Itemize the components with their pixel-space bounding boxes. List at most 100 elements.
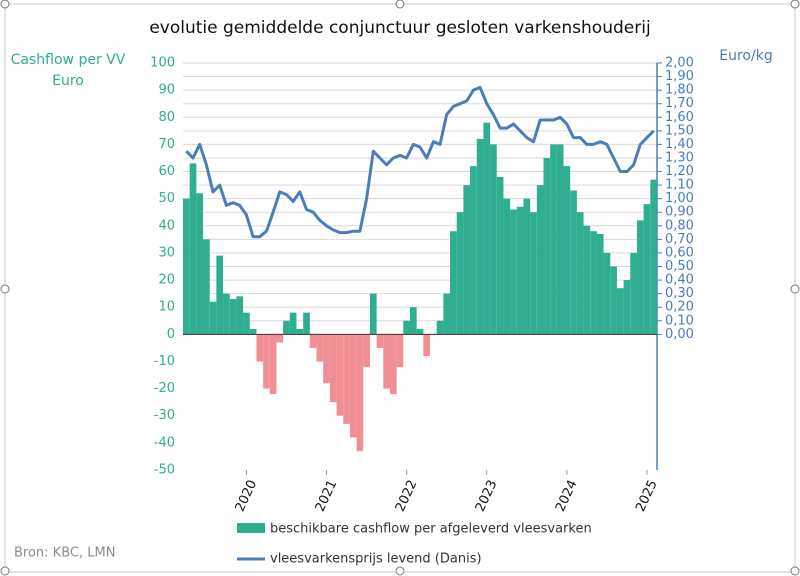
bar	[343, 334, 350, 424]
y-tick-label: -10	[154, 354, 175, 369]
bar	[256, 334, 264, 362]
y2-tick-label: 1,20	[665, 164, 694, 179]
bar	[543, 157, 551, 335]
y2-axis-label: Euro/kg	[719, 48, 772, 64]
bar	[436, 320, 444, 335]
bar	[223, 293, 230, 335]
y2-tick-label: 0,80	[665, 218, 694, 233]
bar	[476, 138, 484, 335]
bar	[450, 231, 457, 335]
bar	[483, 122, 491, 335]
chart-title: evolutie gemiddelde conjunctuur gesloten…	[149, 18, 650, 38]
bar	[576, 212, 584, 335]
bar	[276, 334, 284, 343]
bar	[189, 163, 197, 335]
y-tick-label: -40	[154, 435, 175, 450]
bar	[490, 144, 497, 335]
bar	[556, 144, 564, 335]
bar	[530, 212, 537, 335]
y2-tick-label: 0,20	[665, 300, 694, 315]
y2-tick-label: 1,60	[665, 110, 694, 125]
y-tick-label: 20	[158, 273, 175, 288]
bar	[550, 144, 557, 335]
y2-tick-label: 2,00	[665, 56, 694, 71]
y2-tick-label: 0,60	[665, 245, 694, 260]
chart-frame	[4, 3, 796, 573]
bar	[209, 301, 217, 335]
bar	[516, 206, 524, 335]
bar	[403, 320, 410, 335]
bar	[416, 328, 424, 335]
y2-tick-label: 1,30	[665, 150, 694, 165]
y2-tick-label: 0,70	[665, 232, 694, 247]
y-tick-label: 70	[158, 137, 175, 152]
bar	[536, 185, 544, 335]
bar	[523, 198, 531, 335]
y-tick-label: 10	[158, 300, 175, 315]
y-tick-label: 60	[158, 164, 175, 179]
y-axis-label: Euro	[52, 73, 84, 89]
bar	[243, 312, 250, 335]
y2-tick-label: 1,00	[665, 191, 694, 206]
y-tick-label: 80	[158, 110, 175, 125]
y2-tick-label: 1,40	[665, 137, 694, 152]
bar	[596, 233, 604, 335]
bar	[610, 266, 617, 335]
y2-tick-label: 1,50	[665, 123, 694, 138]
bar	[603, 252, 611, 335]
y-tick-label: -30	[154, 408, 175, 423]
y-tick-label: 30	[158, 245, 175, 260]
bar	[369, 293, 377, 335]
bar	[463, 185, 471, 335]
bar	[396, 334, 404, 367]
legend-label: vleesvarkensprijs levend (Danis)	[270, 552, 482, 567]
y2-tick-label: 0,30	[665, 286, 694, 301]
bar	[409, 307, 417, 335]
y2-tick-label: 1,90	[665, 69, 694, 84]
bar	[296, 328, 304, 335]
bar	[443, 293, 451, 335]
bar	[563, 166, 571, 335]
bar	[643, 204, 651, 335]
y-tick-label: 50	[158, 191, 175, 206]
bar	[456, 212, 464, 335]
bar	[376, 334, 384, 348]
y-axis-label: Cashflow per VV	[11, 52, 126, 68]
bar	[423, 334, 431, 357]
y2-tick-label: 0,40	[665, 273, 694, 288]
y2-tick-label: 1,10	[665, 178, 694, 193]
bar	[303, 312, 310, 335]
bar	[269, 334, 277, 395]
legend-label: beschikbare cashflow per afgeleverd vlee…	[270, 522, 592, 537]
bar	[470, 166, 477, 335]
bar	[309, 334, 317, 348]
bar	[583, 225, 591, 335]
bar	[203, 239, 210, 335]
y2-tick-label: 0,10	[665, 313, 694, 328]
bar	[636, 220, 644, 335]
y-tick-label: 40	[158, 218, 175, 233]
bar	[236, 296, 244, 335]
bar	[503, 198, 511, 335]
bar	[590, 231, 597, 335]
y2-tick-label: 0,90	[665, 205, 694, 220]
bar	[196, 193, 204, 335]
bar	[229, 299, 237, 335]
y-tick-label: -20	[154, 381, 175, 396]
y-tick-label: 90	[158, 83, 175, 98]
bar	[510, 209, 517, 335]
y-tick-label: -50	[154, 463, 175, 478]
bar	[383, 334, 390, 389]
source-note: Bron: KBC, LMN	[14, 546, 115, 561]
bar	[336, 334, 344, 416]
bar	[356, 334, 364, 452]
legend-swatch	[237, 523, 265, 533]
bar	[289, 312, 297, 335]
bar	[570, 190, 577, 335]
bar	[329, 334, 337, 403]
y-tick-label: 0	[167, 327, 175, 342]
bar	[363, 334, 370, 367]
bar	[389, 334, 397, 395]
